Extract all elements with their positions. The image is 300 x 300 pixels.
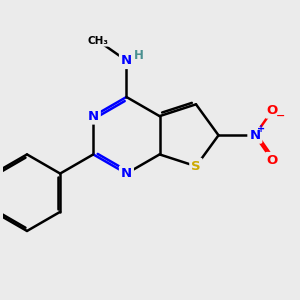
Text: −: − [276,110,285,121]
Text: N: N [88,110,99,123]
Text: CH₃: CH₃ [88,35,109,46]
Text: N: N [121,167,132,180]
Text: O: O [267,154,278,167]
Text: N: N [121,54,132,67]
Text: +: + [257,124,266,134]
Text: S: S [191,160,201,173]
Text: O: O [267,104,278,117]
Text: N: N [249,129,260,142]
Text: H: H [134,49,144,62]
